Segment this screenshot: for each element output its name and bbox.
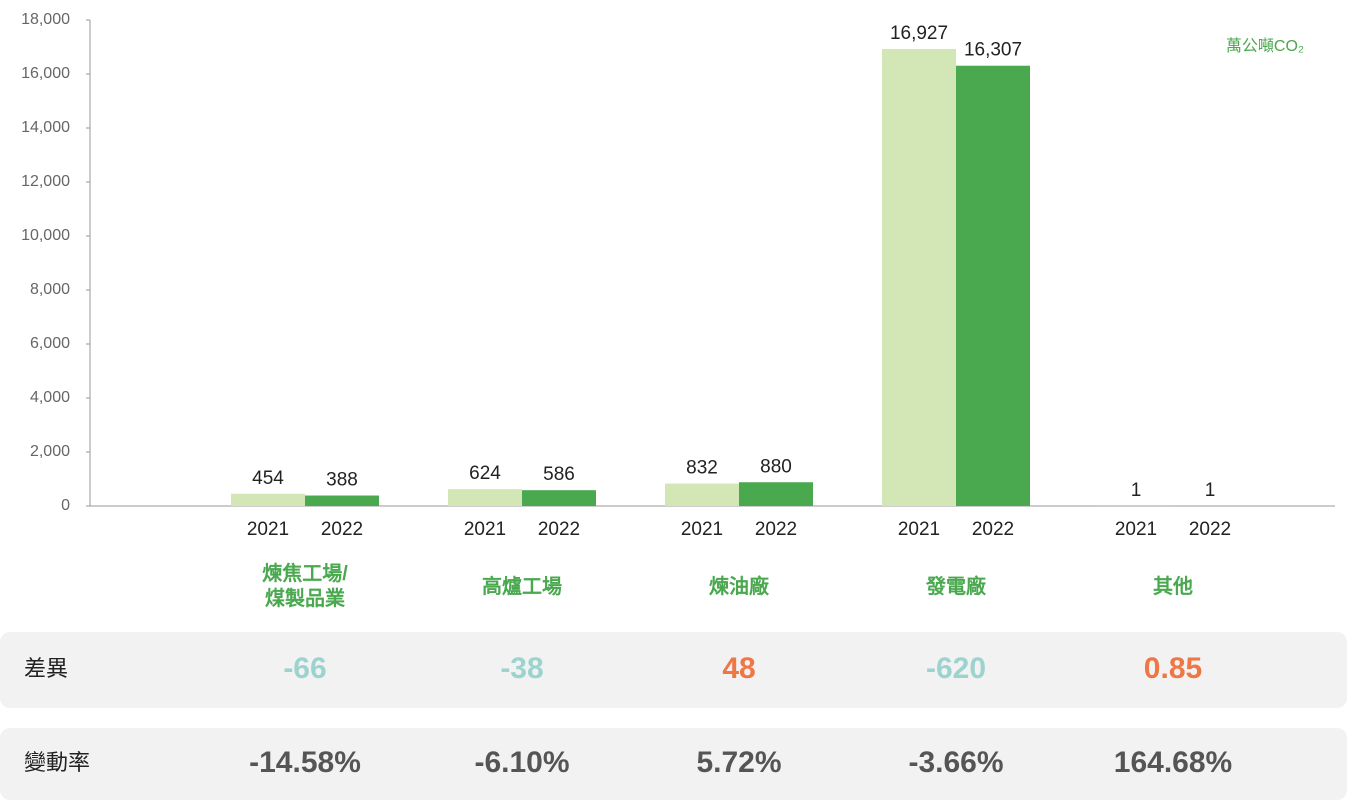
value-label: 1 [1205, 480, 1216, 501]
y-tick-label: 6,000 [30, 335, 70, 352]
y-tick-label: 8,000 [30, 281, 70, 298]
table-cell: -14.58% [249, 746, 361, 779]
table-cell: -38 [500, 652, 543, 685]
table-cell: 0.85 [1144, 652, 1202, 685]
series-label: 2021 [247, 519, 289, 540]
value-label: 586 [543, 464, 575, 485]
table-cell: -66 [283, 652, 326, 685]
y-tick-label: 10,000 [21, 227, 70, 244]
series-label: 2022 [321, 519, 363, 540]
row-label: 差異 [24, 656, 68, 681]
bar [956, 65, 1030, 506]
value-label: 880 [760, 456, 792, 477]
category-label: 其他 [1153, 576, 1193, 598]
category-label: 發電廠 [926, 576, 986, 598]
table-cell: 164.68% [1114, 746, 1232, 779]
bar [882, 48, 956, 506]
category-label: 高爐工場 [482, 576, 562, 598]
value-label: 16,927 [890, 23, 948, 44]
bar [231, 493, 305, 506]
value-label: 624 [469, 463, 501, 484]
table-cell: 48 [722, 652, 755, 685]
series-label: 2021 [681, 519, 723, 540]
y-tick-label: 14,000 [21, 119, 70, 136]
series-label: 2021 [898, 519, 940, 540]
y-tick-label: 0 [61, 497, 70, 514]
series-label: 2022 [1189, 519, 1231, 540]
category-label: 煉油廠 [709, 576, 769, 598]
unit-label: 萬公噸CO₂ [1226, 37, 1304, 55]
y-tick-label: 16,000 [21, 65, 70, 82]
series-label: 2021 [1115, 519, 1157, 540]
y-tick-label: 2,000 [30, 443, 70, 460]
table-cell: 5.72% [696, 746, 781, 779]
value-label: 832 [686, 458, 718, 479]
value-label: 388 [326, 470, 358, 491]
table-cell: -6.10% [474, 746, 569, 779]
category-label: 煉焦工場/ 煤製品業 [262, 563, 348, 610]
table-row-bg [0, 632, 1347, 708]
table-cell: -3.66% [908, 746, 1003, 779]
bar [739, 482, 813, 506]
series-label: 2021 [464, 519, 506, 540]
series-label: 2022 [755, 519, 797, 540]
bar [522, 490, 596, 506]
series-label: 2022 [538, 519, 580, 540]
value-label: 1 [1131, 480, 1142, 501]
table-cell: -620 [926, 652, 986, 685]
series-label: 2022 [972, 519, 1014, 540]
bar [665, 483, 739, 506]
bar [305, 495, 379, 506]
row-label: 變動率 [24, 750, 90, 775]
table-row-bg [0, 728, 1347, 800]
bar [448, 489, 522, 506]
y-tick-label: 4,000 [30, 389, 70, 406]
y-tick-label: 12,000 [21, 173, 70, 190]
value-label: 16,307 [964, 40, 1022, 61]
y-tick-label: 18,000 [21, 11, 70, 28]
value-label: 454 [252, 468, 284, 489]
